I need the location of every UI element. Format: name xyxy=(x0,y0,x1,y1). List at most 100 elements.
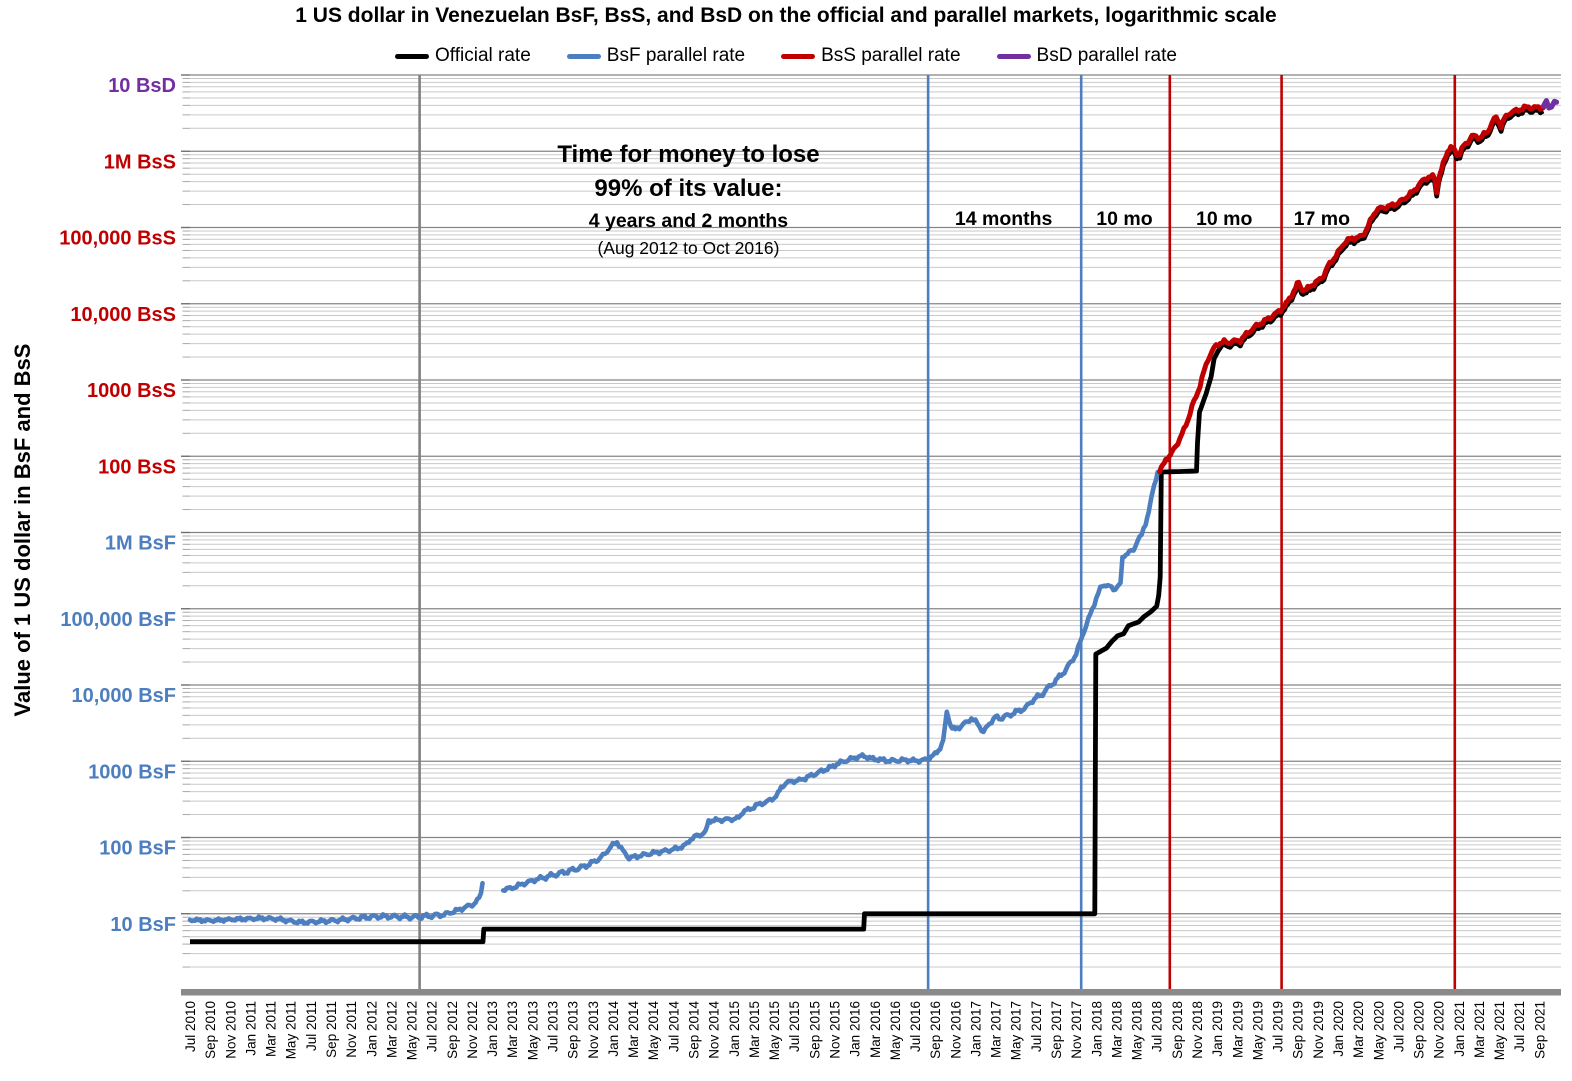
x-axis-label: Nov 2018 xyxy=(1190,1001,1205,1059)
x-axis-label: Jul 2021 xyxy=(1512,1001,1527,1052)
legend-item-bsd-parallel: BsD parallel rate xyxy=(996,45,1177,67)
x-axis-label: Jul 2012 xyxy=(425,1001,440,1052)
x-axis-label: Jul 2016 xyxy=(908,1001,923,1052)
x-axis-label: Jan 2012 xyxy=(364,1001,379,1057)
x-axis-label: Nov 2013 xyxy=(586,1001,601,1059)
x-axis-label: Jan 2016 xyxy=(848,1001,863,1057)
y-axis-ticks xyxy=(181,74,190,991)
y-axis-label: 10 BsD xyxy=(108,75,176,97)
x-axis-label: Mar 2012 xyxy=(384,1001,399,1058)
gridlines xyxy=(190,74,1561,968)
y-axis-label: 1000 BsS xyxy=(87,380,176,402)
x-axis-label: Jan 2018 xyxy=(1089,1001,1104,1057)
x-axis-label: Sep 2016 xyxy=(928,1001,943,1059)
legend-item-bss-parallel: BsS parallel rate xyxy=(781,45,961,67)
legend-label: BsD parallel rate xyxy=(1036,45,1177,66)
x-axis-label: Sep 2019 xyxy=(1291,1001,1306,1059)
x-axis-label: Nov 2011 xyxy=(344,1001,359,1058)
x-axis-label: Sep 2014 xyxy=(687,1001,702,1059)
x-axis-label: May 2016 xyxy=(888,1001,903,1060)
interval-note-14-months: 14 months xyxy=(954,208,1053,230)
x-axis-label: Sep 2010 xyxy=(203,1001,218,1059)
x-axis-label: Mar 2018 xyxy=(1109,1001,1124,1058)
x-axis-label: Nov 2012 xyxy=(465,1001,480,1059)
x-axis-label: Mar 2020 xyxy=(1351,1001,1366,1058)
x-axis-label: May 2020 xyxy=(1371,1001,1386,1060)
x-axis-label: Sep 2012 xyxy=(445,1001,460,1059)
x-axis-label: Jul 2019 xyxy=(1271,1001,1286,1052)
x-axis-label: Mar 2019 xyxy=(1230,1001,1245,1058)
x-axis-label: May 2013 xyxy=(525,1001,540,1060)
x-axis-label: May 2015 xyxy=(767,1001,782,1060)
y-axis-label: 10 BsF xyxy=(110,914,176,936)
y-axis-label: 1000 BsF xyxy=(88,761,176,783)
y-axis-label: 1M BsF xyxy=(105,533,176,555)
bss-parallel-line-swatch xyxy=(781,53,816,59)
x-axis-label: Jul 2015 xyxy=(787,1001,802,1052)
bss-parallel-rate-line xyxy=(1157,103,1546,475)
legend-label: Official rate xyxy=(435,45,531,66)
bsd-parallel-rate-line xyxy=(1540,98,1560,111)
x-axis-label: May 2019 xyxy=(1250,1001,1265,1060)
bsd-parallel-line-swatch xyxy=(996,53,1031,59)
chart-title: 1 US dollar in Venezuelan BsF, BsS, and … xyxy=(295,4,1277,27)
x-axis-label: Jul 2011 xyxy=(304,1001,319,1051)
legend: Official rate BsF parallel rate BsS para… xyxy=(0,45,1572,67)
x-axis-label: Nov 2020 xyxy=(1432,1001,1447,1059)
x-axis-label: May 2011 xyxy=(284,1001,299,1059)
period-marker-lines xyxy=(418,75,1457,993)
x-axis-label: Jul 2010 xyxy=(183,1001,198,1052)
devaluation-note-line3: 4 years and 2 months xyxy=(588,210,789,232)
y-axis-label: 10,000 BsS xyxy=(70,304,176,326)
x-axis-label: Jul 2017 xyxy=(1029,1001,1044,1052)
x-axis-label: Mar 2015 xyxy=(747,1001,762,1058)
x-axis-label: Nov 2016 xyxy=(948,1001,963,1059)
legend-label: BsS parallel rate xyxy=(821,45,961,66)
bsf-parallel-rate-line xyxy=(187,880,485,926)
x-axis-label: Sep 2013 xyxy=(566,1001,581,1059)
x-axis-label: Jan 2015 xyxy=(727,1001,742,1057)
legend-label: BsF parallel rate xyxy=(606,45,746,66)
x-axis-label: Sep 2018 xyxy=(1170,1001,1185,1059)
x-axis-label: Jan 2017 xyxy=(968,1001,983,1057)
y-axis-label: 100 BsS xyxy=(98,456,176,478)
devaluation-note-line1: Time for money to lose xyxy=(557,141,820,168)
data-series xyxy=(187,98,1560,945)
x-axis-label: Mar 2021 xyxy=(1472,1001,1487,1058)
devaluation-note-line4: (Aug 2012 to Oct 2016) xyxy=(597,238,780,258)
x-axis-label: Nov 2015 xyxy=(827,1001,842,1059)
y-axis-label: 1M BsS xyxy=(104,151,176,173)
x-axis-label: Sep 2017 xyxy=(1049,1001,1064,1059)
bsf-parallel-rate-line xyxy=(500,469,1160,894)
x-axis-label: Jan 2020 xyxy=(1331,1001,1346,1057)
official-rate-line xyxy=(189,107,1545,945)
x-axis-label: Sep 2021 xyxy=(1532,1001,1547,1059)
x-axis-label: Jan 2019 xyxy=(1210,1001,1225,1057)
x-axis-label: Jul 2018 xyxy=(1150,1001,1165,1052)
x-axis-label: May 2021 xyxy=(1492,1001,1507,1060)
official-rate-line-swatch xyxy=(395,53,430,59)
x-axis-label: May 2014 xyxy=(646,1001,661,1061)
x-axis-label: May 2017 xyxy=(1009,1001,1024,1060)
y-axis-label: 100,000 BsF xyxy=(60,609,176,631)
x-axis-label: Nov 2014 xyxy=(707,1001,722,1059)
y-axis-label: 100 BsF xyxy=(99,838,176,860)
x-axis-label: Mar 2014 xyxy=(626,1001,641,1059)
legend-item-bsf-parallel: BsF parallel rate xyxy=(566,45,746,67)
x-axis-label: Jan 2011 xyxy=(243,1001,258,1056)
x-axis-label: Mar 2017 xyxy=(989,1001,1004,1058)
y-axis-label: 100,000 BsS xyxy=(59,228,176,250)
x-axis-label: Sep 2020 xyxy=(1412,1001,1427,1059)
x-axis-label: Nov 2017 xyxy=(1069,1001,1084,1059)
x-axis-labels: Jul 2010 Sep 2010 Nov 2010 Jan 2011 Mar 2011… xyxy=(183,1001,1547,1061)
x-axis-label: Jan 2014 xyxy=(606,1001,621,1057)
x-axis-label: May 2012 xyxy=(405,1001,420,1060)
interval-note-17-mo: 17 mo xyxy=(1293,208,1351,230)
x-axis-label: Sep 2011 xyxy=(324,1001,339,1058)
bsf-parallel-line-swatch xyxy=(566,53,601,59)
x-axis-label: May 2018 xyxy=(1130,1001,1145,1060)
x-axis-bar xyxy=(181,989,1561,996)
x-axis-label: Jan 2021 xyxy=(1452,1001,1467,1057)
